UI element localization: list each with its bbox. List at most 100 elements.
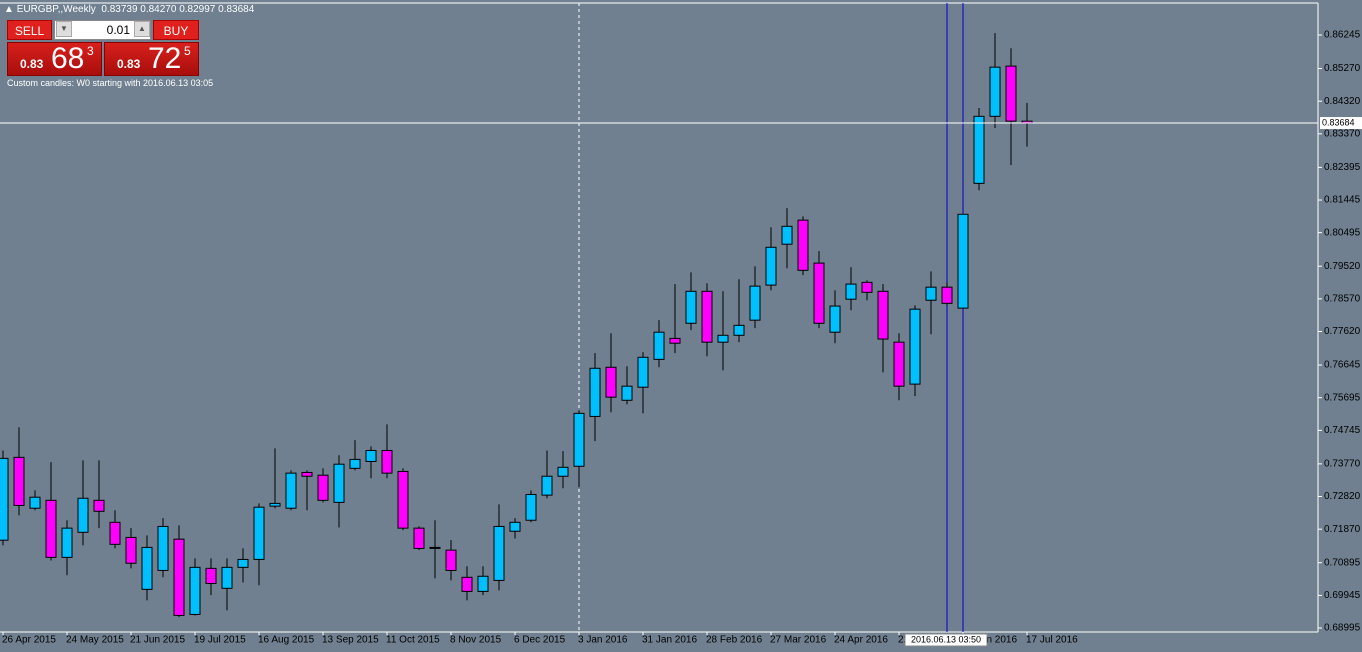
x-tick-label: 13 Sep 2015 (322, 635, 379, 646)
y-tick-label: 0.79520 (1324, 261, 1361, 272)
candle-body (0, 457, 9, 541)
candle-body (509, 521, 521, 532)
note: Custom candles: W0 starting with 2016.06… (7, 78, 214, 88)
bid-big: 0.83 (20, 57, 44, 71)
candle-body (941, 286, 953, 304)
ask-price[interactable]: 0.83 72 5 (104, 42, 199, 76)
candle-body (93, 499, 105, 512)
candle-body (813, 262, 825, 324)
ohlc-values: 0.83739 0.84270 0.82997 0.83684 (101, 4, 255, 15)
lot-down[interactable]: ▼ (56, 21, 72, 37)
candle-body (221, 566, 233, 589)
x-tick-label: 26 Apr 2015 (2, 635, 56, 646)
candle-body (605, 366, 617, 398)
candle-body (701, 290, 713, 343)
candle-body (877, 290, 889, 340)
candle-body (445, 549, 457, 571)
y-tick-label: 0.74745 (1324, 425, 1361, 436)
candle-body (893, 341, 905, 387)
ask-big: 0.83 (117, 57, 141, 71)
candle-body (397, 470, 409, 529)
lot-input[interactable]: 0.01 (54, 20, 151, 40)
candle-body (637, 356, 649, 388)
x-tick-label: 16 Aug 2015 (258, 635, 315, 646)
x-tick-label: 21 Jun 2015 (130, 635, 185, 646)
x-tick-label: 24 May 2015 (66, 635, 124, 646)
candle-body (653, 331, 665, 360)
y-tick-label: 0.73770 (1324, 459, 1361, 470)
y-tick-label: 0.84320 (1324, 96, 1361, 107)
cursor-label-box (904, 633, 988, 647)
bid-sup: 3 (87, 44, 94, 58)
candle-body (717, 334, 729, 343)
y-tick-label: 0.83370 (1324, 128, 1361, 139)
candle-body (765, 246, 777, 286)
y-tick-label: 0.68995 (1324, 623, 1361, 634)
y-tick-label: 0.76645 (1324, 360, 1361, 371)
candle-body (477, 575, 489, 592)
candle-body (269, 502, 281, 507)
candle-body (365, 449, 377, 462)
buy-button[interactable]: BUY (153, 20, 199, 40)
candle-body (413, 527, 425, 549)
price-label-box (1320, 117, 1362, 130)
candle-body (333, 463, 345, 503)
candle-body (749, 285, 761, 321)
y-tick-label: 0.86245 (1324, 30, 1361, 41)
x-tick-label: 17 Jul 2016 (1026, 635, 1078, 646)
y-tick-label: 0.72820 (1324, 491, 1361, 502)
sell-button[interactable]: SELL (7, 20, 52, 40)
candle-body (237, 558, 249, 568)
candle-body (141, 546, 153, 590)
candle-body (973, 115, 985, 184)
candle-body (349, 458, 361, 469)
candle-body (157, 525, 169, 571)
candle-body (541, 475, 553, 496)
candle-body (317, 474, 329, 501)
bid-main: 68 (51, 42, 85, 75)
candle-body (125, 536, 137, 564)
y-tick-label: 0.70895 (1324, 557, 1361, 568)
cursor-label: 2016.06.13 03:50 (911, 634, 981, 644)
x-tick-label: 11 Oct 2015 (386, 635, 440, 646)
candle-body (45, 499, 57, 558)
candle-body (909, 308, 921, 385)
candle-body (109, 521, 121, 545)
lot-up[interactable]: ▲ (134, 21, 150, 37)
y-tick-label: 0.85270 (1324, 63, 1361, 74)
candle-body (525, 493, 537, 521)
candle-body (461, 576, 473, 592)
y-tick-label: 0.69945 (1324, 590, 1361, 601)
candle-body (173, 538, 185, 616)
x-tick-label: 28 Feb 2016 (706, 635, 763, 646)
candle-body (829, 305, 841, 333)
x-tick-label: 19 Jun 2016 (962, 635, 1017, 646)
x-tick-label: 19 Jul 2015 (194, 635, 246, 646)
candle-body (861, 281, 873, 293)
symbol: EURGBP,,Weekly (16, 4, 96, 15)
y-tick-label: 0.78570 (1324, 293, 1361, 304)
y-tick-label: 0.75695 (1324, 392, 1361, 403)
candle-body (285, 472, 297, 509)
candle-body (77, 497, 89, 533)
price-label: 0.83684 (1322, 117, 1355, 127)
chart-header: ▲ EURGBP,,Weekly 0.83739 0.84270 0.82997… (4, 4, 255, 15)
candle-body (189, 566, 201, 615)
candle-body (381, 449, 393, 474)
ask-main: 72 (148, 42, 182, 75)
bid-price[interactable]: 0.83 68 3 (7, 42, 102, 76)
x-tick-label: 24 Apr 2016 (834, 635, 888, 646)
y-tick-label: 0.81445 (1324, 195, 1361, 206)
candle-body (61, 527, 73, 558)
x-tick-label: 31 Jan 2016 (642, 635, 697, 646)
y-tick-label: 0.82395 (1324, 162, 1361, 173)
candle-body (669, 337, 681, 344)
candle-body (29, 496, 41, 509)
candle-body (781, 225, 793, 245)
candle-body (253, 506, 265, 560)
candle-body (205, 567, 217, 584)
candle-body (845, 283, 857, 300)
candle-body (989, 66, 1001, 117)
x-tick-label: 3 Jan 2016 (578, 635, 628, 646)
